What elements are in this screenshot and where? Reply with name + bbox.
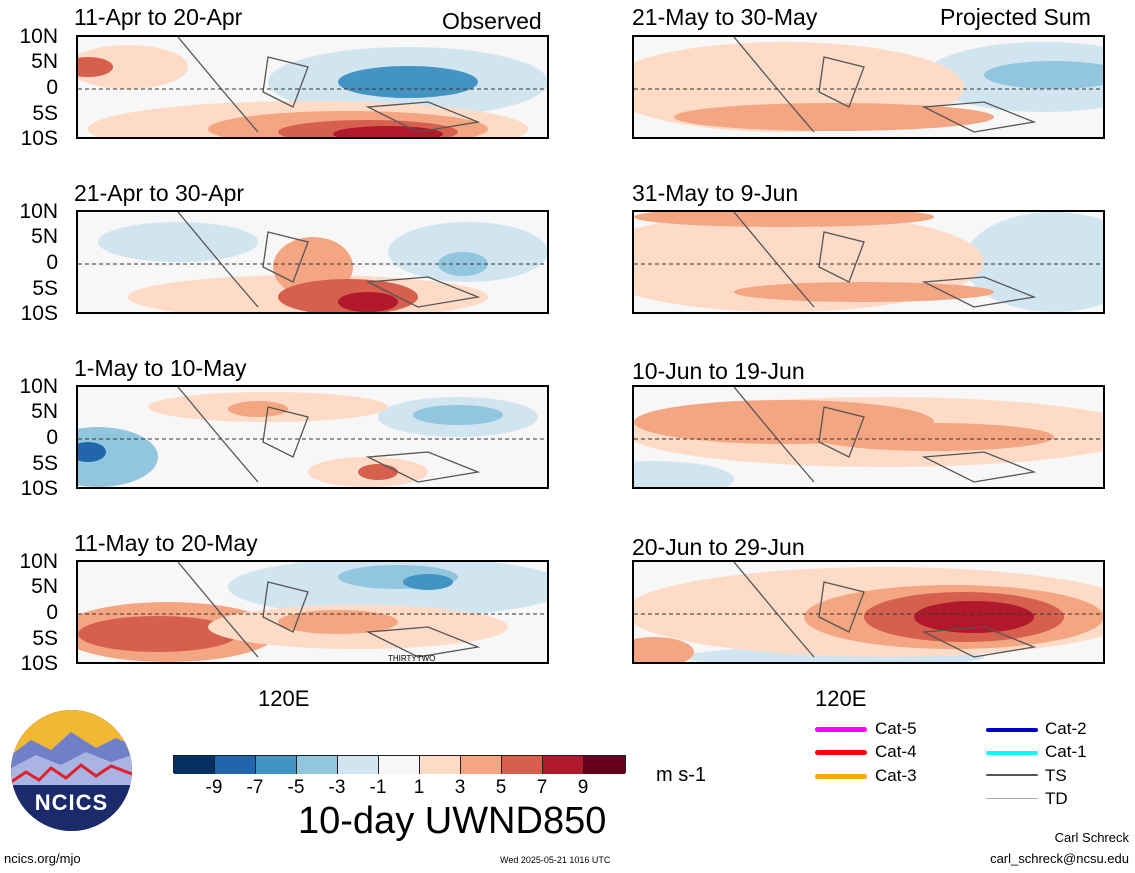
colorbar-swatch (461, 756, 502, 774)
colorbar-swatch (215, 756, 256, 774)
colorbar-units: m s-1 (656, 764, 706, 786)
panel-title-right-3: 10-Jun to 19-Jun (632, 358, 805, 384)
lat-label: 10N (19, 550, 58, 573)
lat-label: 10N (19, 375, 58, 398)
colorbar-tick-label: 5 (495, 777, 507, 798)
legend-line-cat5 (815, 727, 867, 732)
colorbar-swatch (174, 756, 215, 774)
panel-title-left-2: 21-Apr to 30-Apr (74, 180, 245, 206)
colorbar-tick-label: 7 (536, 777, 548, 798)
legend-line-td (986, 798, 1038, 799)
legend-line-cat4 (815, 750, 867, 755)
colorbar-tick-label: -3 (328, 777, 346, 798)
footer-email: carl_schreck@ncsu.edu (990, 851, 1129, 866)
x-axis-label-left: 120E (258, 686, 310, 711)
colorbar-swatch (256, 756, 297, 774)
colorbar-tick-label: -9 (205, 777, 223, 798)
lat-label: 0 (46, 251, 58, 274)
legend-line-cat2 (986, 728, 1038, 732)
lat-label: 10S (20, 652, 58, 675)
colorbar-tick-label: 9 (577, 777, 589, 798)
ncics-logo: NCICS (11, 710, 132, 831)
footer-timestamp: Wed 2025-05-21 1016 UTC (500, 855, 611, 865)
panel-title-left-1: 11-Apr to 20-Apr (74, 4, 243, 30)
observed-tag: Observed (442, 8, 542, 34)
lat-label: 5N (31, 50, 58, 73)
map-panel-right-3 (632, 385, 1105, 489)
lat-label: 5N (31, 575, 58, 598)
colorbar-tick-label: 3 (454, 777, 466, 798)
map-panel-right-4 (632, 560, 1105, 664)
map-panel-left-2 (76, 210, 549, 314)
colorbar-swatch (502, 756, 543, 774)
legend-label: Cat-2 (1045, 719, 1087, 738)
lat-label: 5S (32, 102, 58, 125)
map-panel-left-4: THIRTYTWO (76, 560, 549, 664)
map-panel-right-2 (632, 210, 1105, 314)
legend-line-ts (986, 774, 1038, 776)
legend-label: TS (1045, 766, 1067, 785)
legend-label: TD (1045, 789, 1068, 808)
panel-title-right-1: 21-May to 30-May (632, 4, 818, 30)
lat-label: 10S (20, 477, 58, 500)
lat-label: 10N (19, 25, 58, 48)
colorbar-swatch (379, 756, 420, 774)
legend-line-cat3 (815, 774, 867, 779)
legend-line-cat1 (986, 751, 1038, 755)
lat-label: 5S (32, 452, 58, 475)
legend-label: Cat-4 (875, 742, 917, 761)
lat-label: 10S (20, 302, 58, 325)
lat-label: 10N (19, 200, 58, 223)
lat-label: 5N (31, 400, 58, 423)
lat-label: 5S (32, 277, 58, 300)
lat-label: 0 (46, 426, 58, 449)
lat-label: 5S (32, 627, 58, 650)
colorbar-title: 10-day UWND850 (298, 800, 607, 842)
colorbar-swatch (543, 756, 584, 774)
legend-label: Cat-1 (1045, 742, 1087, 761)
colorbar-swatch (584, 756, 625, 774)
x-axis-label-right: 120E (815, 686, 867, 711)
footer-url: ncics.org/mjo (4, 851, 81, 866)
colorbar-tick-label: -1 (369, 777, 387, 798)
lat-label: 5N (31, 225, 58, 248)
lat-label: 0 (46, 76, 58, 99)
panel-title-right-2: 31-May to 9-Jun (632, 180, 799, 206)
logo-text: NCICS (34, 790, 109, 815)
projected-tag: Projected Sum (940, 4, 1091, 30)
legend-label: Cat-5 (875, 719, 917, 738)
map-panel-right-1 (632, 35, 1105, 139)
panel-title-left-3: 1-May to 10-May (74, 355, 247, 381)
colorbar-swatch (420, 756, 461, 774)
lat-label: 10S (20, 127, 58, 150)
colorbar-tick-label: 1 (413, 777, 425, 798)
colorbar-swatch (297, 756, 338, 774)
colorbar-tick-label: -7 (246, 777, 264, 798)
panel-title-left-4: 11-May to 20-May (74, 530, 258, 556)
colorbar-swatch (338, 756, 379, 774)
map-panel-left-3 (76, 385, 549, 489)
storm-annotation: THIRTYTWO (388, 654, 436, 663)
footer-author: Carl Schreck (1054, 830, 1129, 845)
lat-label: 0 (46, 601, 58, 624)
map-panel-left-1 (76, 35, 549, 139)
legend-label: Cat-3 (875, 766, 917, 785)
colorbar (173, 755, 626, 774)
panel-title-right-4: 20-Jun to 29-Jun (632, 534, 805, 560)
colorbar-tick-label: -5 (287, 777, 305, 798)
